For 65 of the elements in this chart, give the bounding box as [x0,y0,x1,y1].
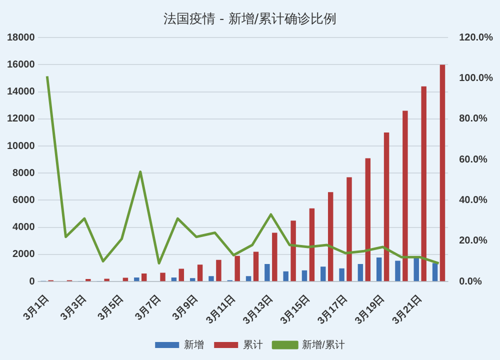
x-tick-label: 3月15日 [278,293,312,327]
bar [190,278,196,282]
y2-tick-label: 40.0% [459,195,488,206]
bar [346,177,352,282]
x-tick-label: 3月7日 [133,293,164,323]
y-tick-label: 12000 [6,114,36,125]
bar [208,276,214,282]
bar [104,278,110,282]
x-tick-label: 3月3日 [58,293,88,323]
bar [421,86,426,282]
y-tick-label: 16000 [6,59,36,70]
bar [141,273,147,282]
bar [246,276,252,282]
bar [402,110,408,282]
x-tick-label: 3月17日 [316,293,350,327]
x-tick-label: 3月13日 [241,293,275,327]
bar [197,264,203,282]
y2-tick-label: 20.0% [459,236,488,247]
bar [328,192,334,282]
bar [302,270,308,282]
bar [264,264,270,282]
x-tick-label: 3月11日 [204,293,238,326]
bar [432,263,438,282]
y-tick-label: 2000 [12,249,36,260]
y-tick-label: 0 [29,276,36,288]
bar [234,256,240,282]
y2-tick-label: 80.0% [459,114,488,125]
bar [440,64,446,282]
bar [365,158,371,282]
bar [272,232,278,282]
y-tick-label: 8000 [12,168,36,179]
legend-label: 新增/累计 [302,338,345,351]
y-tick-label: 6000 [12,195,36,206]
legend-label: 新增 [184,338,204,351]
y2-tick-label: 100.0% [459,73,494,84]
y2-tick-label: 0.0% [459,276,482,288]
bar [178,268,184,282]
x-tick-label: 3月21日 [390,293,424,327]
bar [395,260,400,282]
bar [358,264,364,282]
bar [290,220,296,282]
chart-title: 法国疫情 - 新增/累计确诊比例 [163,12,337,28]
x-tick-label: 3月9日 [170,293,200,323]
y-tick-label: 4000 [12,222,36,234]
y-tick-label: 18000 [6,32,36,44]
x-tick-label: 3月5日 [96,293,126,323]
bar [160,272,166,282]
bar [253,252,259,282]
bar [283,271,288,282]
bar [320,266,326,282]
x-tick-label: 3月1日 [21,293,52,323]
bar [171,278,177,282]
bar [376,257,382,282]
y2-tick-label: 120.0% [459,32,494,44]
bar [309,208,315,282]
y-tick-label: 10000 [6,140,36,152]
bar [339,268,344,282]
bar [216,260,222,282]
y2-tick-label: 60.0% [459,154,488,166]
x-tick-label: 3月19日 [353,293,387,327]
y-tick-label: 14000 [6,86,36,98]
bar [414,257,419,282]
bar [384,132,390,282]
legend-label: 累计 [243,338,264,351]
bar [134,278,140,282]
